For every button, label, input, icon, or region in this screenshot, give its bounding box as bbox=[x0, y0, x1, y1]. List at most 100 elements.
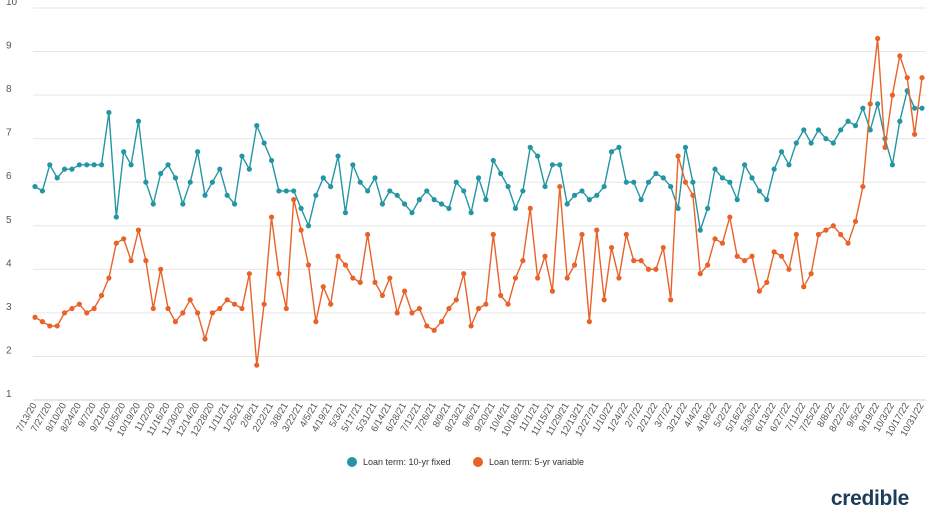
data-point bbox=[734, 253, 740, 259]
data-point bbox=[165, 162, 171, 168]
data-point bbox=[158, 170, 164, 177]
data-point bbox=[276, 188, 282, 194]
data-point bbox=[705, 205, 711, 211]
data-point bbox=[261, 140, 267, 146]
data-point bbox=[668, 297, 674, 303]
y-tick-label: 1 bbox=[6, 389, 12, 400]
data-point bbox=[357, 179, 363, 185]
legend-label-10yr: Loan term: 10-yr fixed bbox=[362, 457, 451, 467]
data-point bbox=[904, 75, 910, 81]
data-point bbox=[845, 118, 851, 124]
data-point bbox=[128, 258, 134, 264]
data-point bbox=[69, 305, 75, 312]
data-point bbox=[608, 149, 615, 155]
data-point bbox=[254, 123, 260, 129]
data-point bbox=[475, 175, 482, 181]
x-axis-tick-labels: 7/13/207/27/208/10/208/24/209/7/209/21/2… bbox=[14, 401, 926, 439]
data-point bbox=[202, 192, 208, 198]
data-point bbox=[897, 53, 903, 59]
data-point bbox=[919, 75, 925, 81]
data-point bbox=[54, 323, 60, 329]
data-point bbox=[586, 319, 592, 325]
data-point bbox=[313, 192, 319, 198]
data-point bbox=[815, 127, 822, 133]
data-point bbox=[475, 305, 482, 312]
y-tick-label: 6 bbox=[6, 171, 12, 182]
data-point bbox=[98, 292, 105, 299]
data-point bbox=[239, 153, 245, 159]
data-point bbox=[231, 201, 238, 207]
data-point bbox=[690, 179, 696, 185]
data-point bbox=[697, 271, 703, 277]
data-point bbox=[84, 162, 90, 168]
data-point bbox=[889, 162, 896, 168]
data-point bbox=[483, 197, 489, 203]
data-point bbox=[490, 157, 496, 164]
data-point bbox=[54, 175, 60, 181]
data-point bbox=[542, 253, 548, 259]
chart-series bbox=[32, 35, 925, 368]
data-point bbox=[84, 310, 90, 316]
data-point bbox=[660, 175, 666, 181]
data-point bbox=[128, 162, 134, 168]
y-tick-label: 4 bbox=[6, 258, 12, 269]
data-point bbox=[209, 310, 215, 316]
legend-marker-10yr bbox=[346, 457, 357, 467]
data-point bbox=[342, 210, 349, 216]
data-point bbox=[919, 105, 925, 111]
data-point bbox=[416, 197, 422, 203]
data-point bbox=[350, 275, 356, 281]
data-point bbox=[756, 188, 762, 194]
data-point bbox=[372, 175, 378, 181]
y-tick-label: 2 bbox=[6, 345, 12, 356]
data-point bbox=[165, 305, 171, 312]
data-point bbox=[468, 210, 474, 216]
data-point bbox=[690, 192, 696, 198]
data-point bbox=[742, 258, 748, 264]
series-line bbox=[34, 90, 922, 231]
data-point bbox=[372, 279, 378, 285]
data-point bbox=[742, 162, 748, 168]
legend-item-10yr: Loan term: 10-yr fixed bbox=[346, 457, 451, 467]
data-point bbox=[446, 205, 452, 211]
data-point bbox=[61, 310, 68, 316]
data-point bbox=[549, 288, 556, 294]
data-point bbox=[106, 109, 112, 116]
data-point bbox=[453, 297, 459, 303]
data-point bbox=[32, 183, 38, 190]
legend-label-5yr: Loan term: 5-yr variable bbox=[489, 457, 585, 467]
data-point bbox=[542, 183, 548, 190]
data-point bbox=[379, 292, 386, 299]
data-point bbox=[512, 275, 519, 281]
data-point bbox=[623, 231, 629, 238]
data-point bbox=[815, 231, 822, 238]
data-point bbox=[823, 227, 829, 233]
data-point bbox=[490, 231, 496, 238]
chart-gridlines bbox=[33, 7, 926, 401]
data-point bbox=[121, 149, 127, 155]
data-point bbox=[431, 197, 437, 203]
data-point bbox=[113, 240, 119, 246]
data-point bbox=[121, 236, 127, 242]
data-point bbox=[616, 144, 622, 150]
data-point bbox=[365, 231, 371, 238]
data-point bbox=[320, 175, 326, 181]
data-point bbox=[564, 275, 570, 281]
data-point bbox=[246, 166, 252, 172]
data-point bbox=[483, 301, 489, 307]
data-point bbox=[172, 319, 179, 325]
data-point bbox=[623, 179, 629, 185]
data-point bbox=[150, 201, 156, 207]
data-point bbox=[557, 183, 563, 190]
data-point bbox=[135, 227, 142, 233]
data-point bbox=[653, 170, 659, 177]
data-point bbox=[365, 188, 371, 194]
data-point bbox=[889, 92, 896, 98]
data-point bbox=[764, 279, 770, 285]
data-point bbox=[771, 166, 777, 172]
data-point bbox=[91, 305, 97, 312]
chart-legend: Loan term: 10-yr fixed Loan term: 5-yr v… bbox=[0, 457, 931, 469]
y-tick-label: 7 bbox=[6, 128, 12, 139]
data-point bbox=[195, 149, 201, 155]
